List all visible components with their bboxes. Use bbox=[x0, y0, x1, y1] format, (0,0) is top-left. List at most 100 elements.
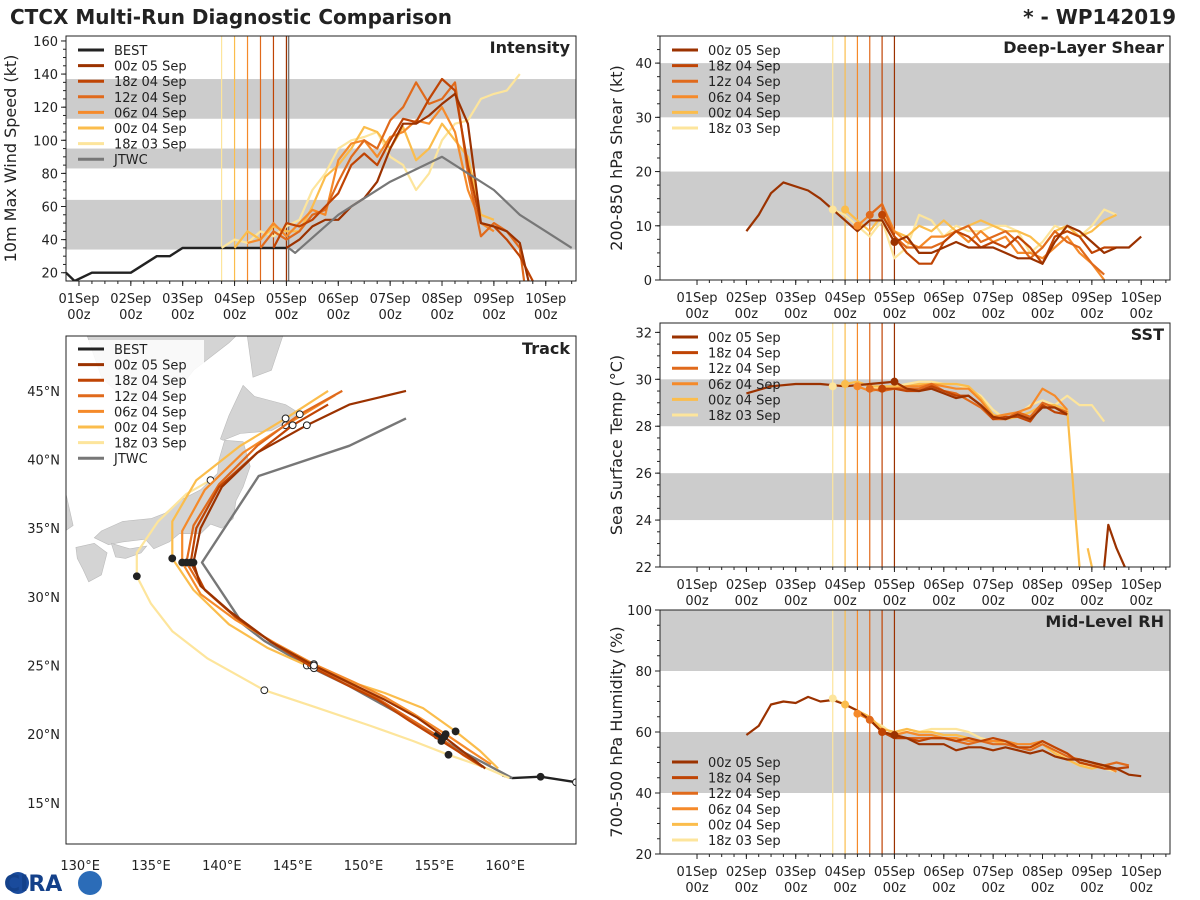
x-tick-label: 150°E bbox=[344, 859, 384, 874]
x-tick-label: 00z bbox=[67, 308, 91, 323]
track-point-marker bbox=[302, 421, 311, 430]
shear-panel: 01020304001Sep00z02Sep00z03Sep00z04Sep00… bbox=[607, 35, 1171, 322]
y-axis-label: 700-500 hPa Humidity (%) bbox=[607, 626, 626, 837]
band-0 bbox=[66, 199, 576, 250]
run-start-marker-00z-04-sep bbox=[841, 700, 850, 709]
x-tick-label: 07Sep bbox=[370, 292, 411, 307]
legend-label-18z-04-sep: 18z 04 Sep bbox=[708, 60, 781, 75]
run-start-marker-18z-03-sep bbox=[828, 382, 837, 391]
x-tick-label: 00z bbox=[685, 594, 709, 609]
x-tick-label: 00z bbox=[883, 881, 907, 896]
x-tick-label: 03Sep bbox=[775, 291, 816, 306]
land-sakhalin bbox=[246, 336, 284, 378]
legend-label-18z-03-sep: 18z 03 Sep bbox=[708, 122, 781, 137]
y-tick-label: 60 bbox=[635, 726, 652, 741]
run-start-marker-12z-04-sep bbox=[865, 384, 874, 393]
y-tick-label: 80 bbox=[41, 167, 58, 182]
x-tick-label: 04Sep bbox=[825, 578, 866, 593]
run-start-marker-06z-04-sep bbox=[853, 382, 862, 391]
x-tick-label: 09Sep bbox=[1071, 291, 1112, 306]
y-axis-label: 200-850 hPa Shear (kt) bbox=[607, 65, 626, 251]
y-tick-label: 120 bbox=[33, 101, 58, 116]
legend-label-00z-04-sep: 00z 04 Sep bbox=[114, 122, 187, 137]
x-tick-label: 00z bbox=[833, 307, 857, 322]
x-tick-label: 135°E bbox=[131, 859, 171, 874]
legend-label-00z-04-sep: 00z 04 Sep bbox=[708, 818, 781, 833]
track-point-marker bbox=[168, 554, 177, 563]
x-tick-label: 00z bbox=[784, 881, 808, 896]
series-line-00z-05-sep bbox=[746, 380, 1068, 421]
x-tick-label: 08Sep bbox=[1022, 291, 1063, 306]
x-tick-label: 00z bbox=[1080, 594, 1104, 609]
x-tick-label: 00z bbox=[1130, 594, 1154, 609]
y-tick-label: 140 bbox=[33, 68, 58, 83]
x-tick-label: 06Sep bbox=[318, 292, 359, 307]
y-tick-label: 35°N bbox=[27, 522, 60, 537]
x-tick-label: 08Sep bbox=[421, 292, 462, 307]
run-start-marker-12z-04-sep bbox=[865, 715, 874, 724]
x-tick-label: 05Sep bbox=[266, 292, 307, 307]
legend-label-12z-04-sep: 12z 04 Sep bbox=[114, 91, 187, 106]
track-point-marker bbox=[440, 733, 449, 741]
x-tick-label: 10Sep bbox=[1121, 578, 1162, 593]
x-tick-label: 00z bbox=[981, 881, 1005, 896]
x-tick-label: 05Sep bbox=[874, 865, 915, 880]
panel-title: Mid-Level RH bbox=[1045, 612, 1164, 631]
run-start-marker-18z-04-sep bbox=[878, 728, 887, 736]
run-start-marker-00z-04-sep bbox=[841, 380, 850, 388]
run-start-marker-06z-04-sep bbox=[853, 709, 862, 718]
series-line-06z-04-sep bbox=[856, 203, 1106, 280]
track-point-marker bbox=[189, 558, 198, 567]
x-tick-label: 00z bbox=[784, 594, 808, 609]
x-tick-label: 02Sep bbox=[726, 865, 767, 880]
panel-title: Deep-Layer Shear bbox=[1003, 38, 1164, 57]
run-start-marker-18z-04-sep bbox=[878, 210, 887, 219]
y-tick-label: 10 bbox=[635, 220, 652, 235]
y-axis-label: Sea Surface Temp (°C) bbox=[607, 355, 626, 535]
series-line-06z-04-sep bbox=[247, 106, 495, 244]
y-tick-label: 100 bbox=[627, 604, 652, 619]
x-tick-label: 00z bbox=[735, 881, 759, 896]
series-layer bbox=[746, 377, 1126, 567]
legend-label-18z-03-sep: 18z 03 Sep bbox=[708, 409, 781, 424]
x-tick-label: 02Sep bbox=[726, 578, 767, 593]
track-point-marker bbox=[310, 661, 318, 670]
x-tick-label: 00z bbox=[430, 308, 454, 323]
x-tick-label: 07Sep bbox=[973, 291, 1014, 306]
y-tick-label: 20 bbox=[635, 848, 652, 863]
x-tick-label: 09Sep bbox=[473, 292, 514, 307]
legend-label-00z-05-sep: 00z 05 Sep bbox=[114, 60, 187, 75]
track-point-marker bbox=[132, 572, 141, 581]
track-point-marker bbox=[295, 410, 304, 419]
y-tick-label: 160 bbox=[33, 35, 58, 50]
band-1 bbox=[66, 148, 576, 169]
x-tick-label: 10Sep bbox=[1121, 291, 1162, 306]
y-tick-label: 60 bbox=[41, 201, 58, 216]
logo-globe-icon bbox=[7, 872, 29, 894]
series-line-00z-05-sep bbox=[192, 389, 486, 770]
x-tick-label: 05Sep bbox=[874, 291, 915, 306]
y-tick-label: 40 bbox=[41, 234, 58, 249]
figure-title: CTCX Multi-Run Diagnostic Comparison bbox=[10, 5, 452, 29]
series-line-00z-05-sep bbox=[285, 92, 530, 281]
band-2 bbox=[66, 79, 576, 119]
x-tick-label: 01Sep bbox=[676, 865, 717, 880]
x-tick-label: 04Sep bbox=[825, 865, 866, 880]
run-start-marker-00z-05-sep bbox=[890, 731, 899, 740]
legend-background bbox=[72, 340, 204, 470]
x-tick-label: 08Sep bbox=[1022, 865, 1063, 880]
land-korea bbox=[66, 493, 74, 538]
series-line-18z-04-sep bbox=[881, 214, 1117, 265]
legend-label-jtwc: JTWC bbox=[113, 452, 148, 467]
run-start-marker-00z-05-sep bbox=[890, 238, 899, 247]
legend-label-00z-05-sep: 00z 05 Sep bbox=[114, 359, 187, 374]
x-tick-label: 04Sep bbox=[825, 291, 866, 306]
series-line-18z-03-sep bbox=[135, 479, 510, 780]
x-tick-label: 130°E bbox=[60, 859, 100, 874]
x-tick-label: 03Sep bbox=[162, 292, 203, 307]
x-tick-label: 00z bbox=[932, 307, 956, 322]
y-tick-label: 45°N bbox=[27, 385, 60, 400]
x-tick-label: 00z bbox=[327, 308, 351, 323]
run-start-marker-00z-04-sep bbox=[841, 205, 850, 214]
x-tick-label: 10Sep bbox=[525, 292, 566, 307]
